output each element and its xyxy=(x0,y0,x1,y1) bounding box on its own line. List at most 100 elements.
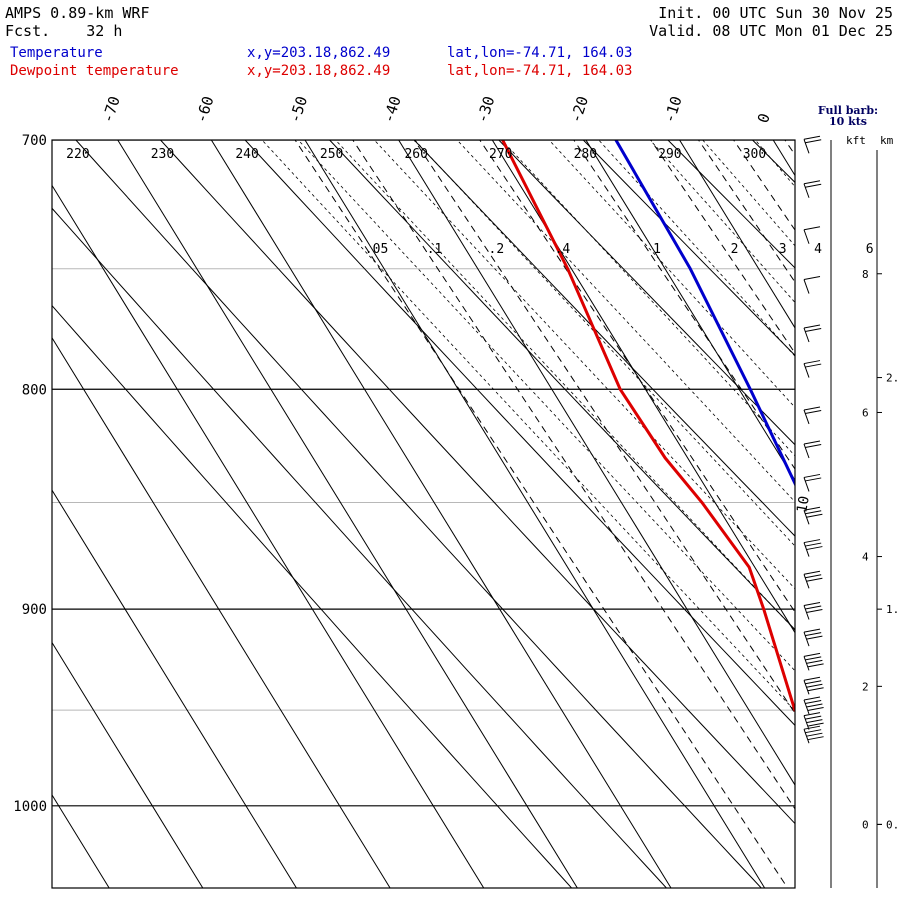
dewpoint-trace xyxy=(501,140,795,713)
temperature-tick-label: -40 xyxy=(379,94,404,125)
moist-adiabat xyxy=(548,140,795,408)
moist-adiabat xyxy=(863,86,900,900)
kft-tick-label: 6 xyxy=(862,406,869,419)
dry-adiabat xyxy=(52,304,573,888)
theta-label: 270 xyxy=(489,147,512,162)
moist-adiabat xyxy=(649,140,795,304)
moist-adiabat xyxy=(297,140,795,672)
theta-label: 230 xyxy=(151,147,174,162)
dry-adiabat xyxy=(159,140,795,825)
wind-barb xyxy=(803,725,824,744)
moist-adiabat xyxy=(814,86,900,900)
dry-adiabat xyxy=(328,140,795,631)
wind-barb xyxy=(803,180,822,198)
wind-barb xyxy=(803,226,821,244)
moist-adiabat xyxy=(598,140,795,357)
isotherm-line xyxy=(52,184,485,888)
isotherm-line xyxy=(210,140,672,888)
isotherm-line xyxy=(679,140,795,329)
theta-label: 300 xyxy=(743,147,766,162)
theta-label: 220 xyxy=(66,147,89,162)
init-time: Init. 00 UTC Sun 30 Nov 25 xyxy=(658,4,893,22)
mixing-ratio-label: .1 xyxy=(427,242,443,257)
wind-barb xyxy=(803,676,824,695)
mixing-ratio-label: 6 xyxy=(866,242,874,257)
wind-barb xyxy=(803,712,824,730)
plot-frame xyxy=(51,139,796,889)
legend-dewpoint-latlon: lat,lon=-74.71, 164.03 xyxy=(447,63,633,79)
wind-barb xyxy=(803,135,822,154)
dry-adiabat xyxy=(498,140,795,446)
wind-barb xyxy=(803,440,822,459)
kft-unit-label: kft xyxy=(846,134,866,147)
forecast-hour: Fcst. 32 h xyxy=(5,22,123,40)
dry-adiabat xyxy=(782,86,900,900)
wind-barb xyxy=(803,628,823,647)
wind-barb xyxy=(803,652,824,671)
km-unit-label: km xyxy=(880,134,894,147)
legend-temperature-latlon: lat,lon=-74.71, 164.03 xyxy=(447,45,633,61)
isotherm-line xyxy=(772,140,795,177)
height-axis: kft km 8 6 4 2 0 2. 1. 0. xyxy=(830,134,899,888)
moist-adiabat xyxy=(335,140,795,631)
dry-adiabat xyxy=(582,140,795,357)
barb-note-title: Full barb: xyxy=(818,104,878,117)
wind-barb xyxy=(803,473,822,492)
kft-tick-label: 8 xyxy=(862,268,869,281)
temperature-tick-label: -20 xyxy=(567,94,592,125)
wind-barb xyxy=(803,506,823,525)
pressure-tick-label: 800 xyxy=(22,382,47,398)
moist-adiabat xyxy=(414,140,795,547)
mixing-ratio-label: 2 xyxy=(731,242,739,257)
wind-barb xyxy=(803,539,823,557)
dry-adiabat xyxy=(751,140,795,184)
isotherm-line xyxy=(52,489,297,888)
legend-temperature-xy: x,y=203.18,862.49 xyxy=(247,45,391,61)
wind-barb-column xyxy=(803,135,824,744)
wind-barb xyxy=(803,601,823,620)
legend-dewpoint: Dewpoint temperature xyxy=(10,63,179,79)
wind-barb xyxy=(803,324,822,343)
pressure-tick-label: 1000 xyxy=(13,799,47,815)
dry-adiabat xyxy=(75,140,762,888)
dry-adiabat xyxy=(667,140,795,269)
dry-adiabat xyxy=(52,207,668,888)
temperature-tick-label: -50 xyxy=(286,94,311,125)
pressure-tick-label: 900 xyxy=(22,602,47,618)
legend-temperature: Temperature xyxy=(10,45,103,61)
mixing-ratio-label: 1 xyxy=(653,242,661,257)
barb-note-value: 10 kts xyxy=(829,115,867,128)
mixing-ratio-line xyxy=(479,140,795,613)
km-tick-label: 1. xyxy=(886,603,899,616)
temperature-tick-label: -60 xyxy=(192,94,217,125)
moist-adiabat xyxy=(261,140,795,712)
theta-label: 250 xyxy=(320,147,343,162)
plot-area xyxy=(52,86,900,900)
mixing-ratio-line xyxy=(573,140,795,470)
isotherm-line xyxy=(117,140,578,888)
wind-barb xyxy=(803,406,822,425)
mixing-ratio-line xyxy=(413,140,795,715)
dry-adiabat xyxy=(244,140,795,727)
theta-label: 240 xyxy=(235,147,258,162)
temperature-tick-label: -10 xyxy=(660,94,685,125)
km-tick-label: 0. xyxy=(886,818,899,831)
mixing-ratio-label: .2 xyxy=(489,242,505,257)
isotherm-line xyxy=(304,140,766,888)
mixing-ratio-line xyxy=(650,140,795,354)
temperature-tick-label: -30 xyxy=(473,94,498,125)
isotherm-line xyxy=(491,140,795,634)
isotherm-line xyxy=(398,140,795,786)
temperature-tick-label: 0 xyxy=(754,111,774,125)
model-title: AMPS 0.89-km WRF xyxy=(5,4,150,22)
wind-barb xyxy=(803,570,823,589)
mixing-ratio-label: .4 xyxy=(555,242,571,257)
km-tick-label: 2. xyxy=(886,372,899,385)
moist-adiabat xyxy=(456,140,795,503)
kft-tick-label: 2 xyxy=(862,680,869,693)
theta-label: 280 xyxy=(574,147,597,162)
wind-barb xyxy=(803,696,824,715)
mixing-ratio-line xyxy=(732,140,795,231)
valid-time: Valid. 08 UTC Mon 01 Dec 25 xyxy=(649,22,893,40)
isotherm-line xyxy=(52,336,391,888)
